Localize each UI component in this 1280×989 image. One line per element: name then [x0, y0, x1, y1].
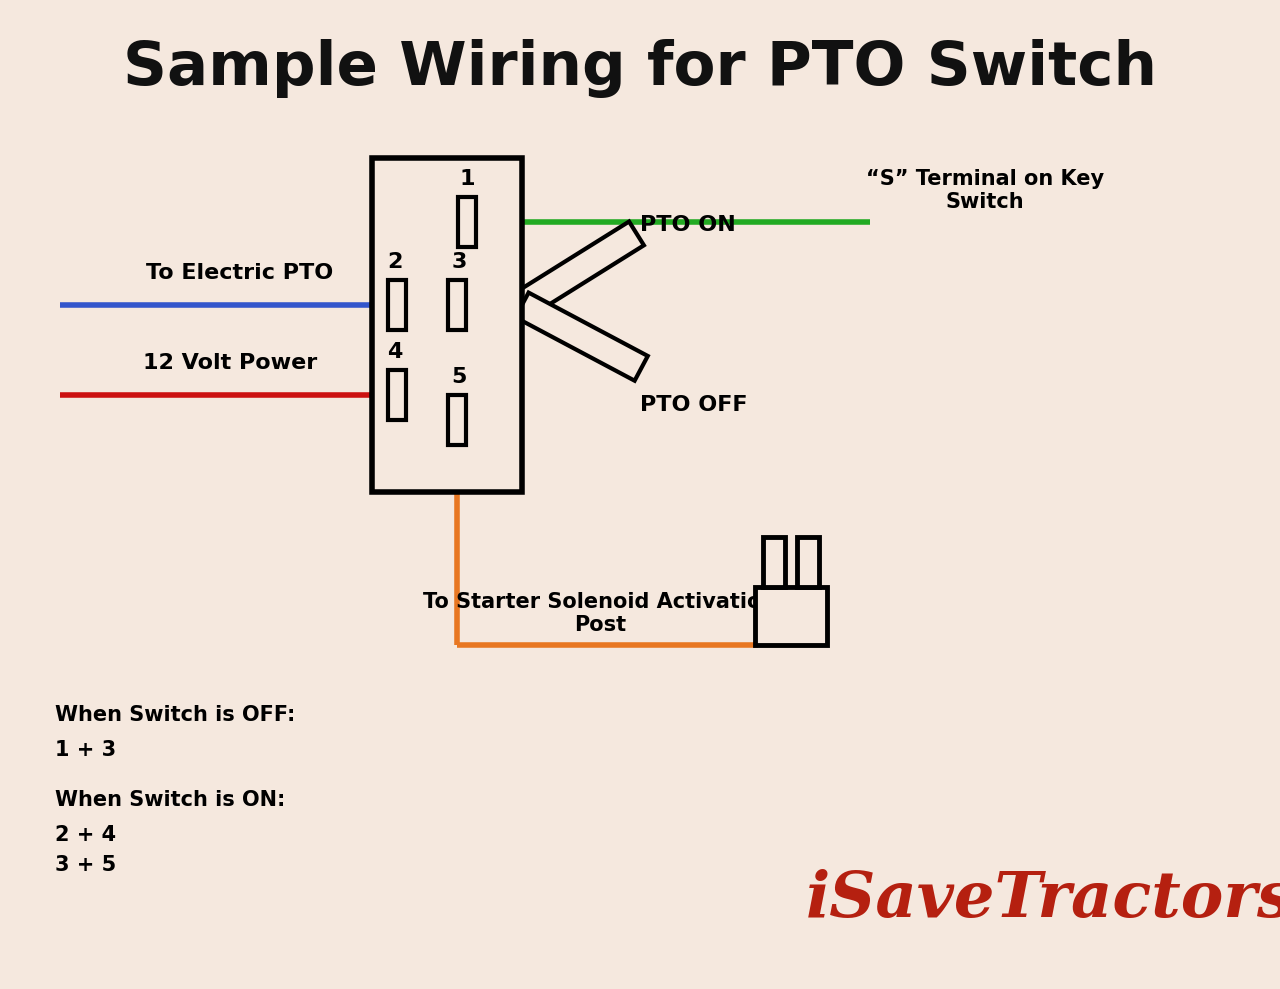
Bar [755, 587, 827, 645]
Polygon shape [515, 222, 644, 316]
Polygon shape [516, 293, 648, 381]
Text: Sample Wiring for PTO Switch: Sample Wiring for PTO Switch [123, 39, 1157, 98]
Text: iSaveTractors: iSaveTractors [806, 869, 1280, 931]
Text: 1: 1 [460, 169, 475, 189]
Bar [763, 537, 785, 587]
Text: When Switch is ON:: When Switch is ON: [55, 790, 285, 810]
Text: 1 + 3: 1 + 3 [55, 740, 116, 760]
Bar [448, 395, 466, 445]
Bar [372, 158, 522, 492]
Text: 3: 3 [452, 252, 467, 272]
Text: When Switch is OFF:: When Switch is OFF: [55, 705, 296, 725]
Bar [797, 537, 819, 587]
Bar [448, 280, 466, 330]
Text: To Starter Solenoid Activation
Post: To Starter Solenoid Activation Post [424, 591, 777, 635]
Bar [388, 280, 406, 330]
Text: 4: 4 [388, 342, 403, 362]
Text: 2 + 4: 2 + 4 [55, 825, 116, 845]
Text: 12 Volt Power: 12 Volt Power [143, 353, 317, 373]
Text: 5: 5 [452, 367, 467, 387]
Text: To Electric PTO: To Electric PTO [146, 263, 334, 283]
Text: PTO OFF: PTO OFF [640, 395, 748, 415]
Bar [388, 370, 406, 420]
Text: PTO ON: PTO ON [640, 215, 736, 235]
Bar [458, 197, 476, 247]
Text: 2: 2 [388, 252, 403, 272]
Text: “S” Terminal on Key
Switch: “S” Terminal on Key Switch [867, 169, 1105, 212]
Text: 3 + 5: 3 + 5 [55, 855, 116, 875]
